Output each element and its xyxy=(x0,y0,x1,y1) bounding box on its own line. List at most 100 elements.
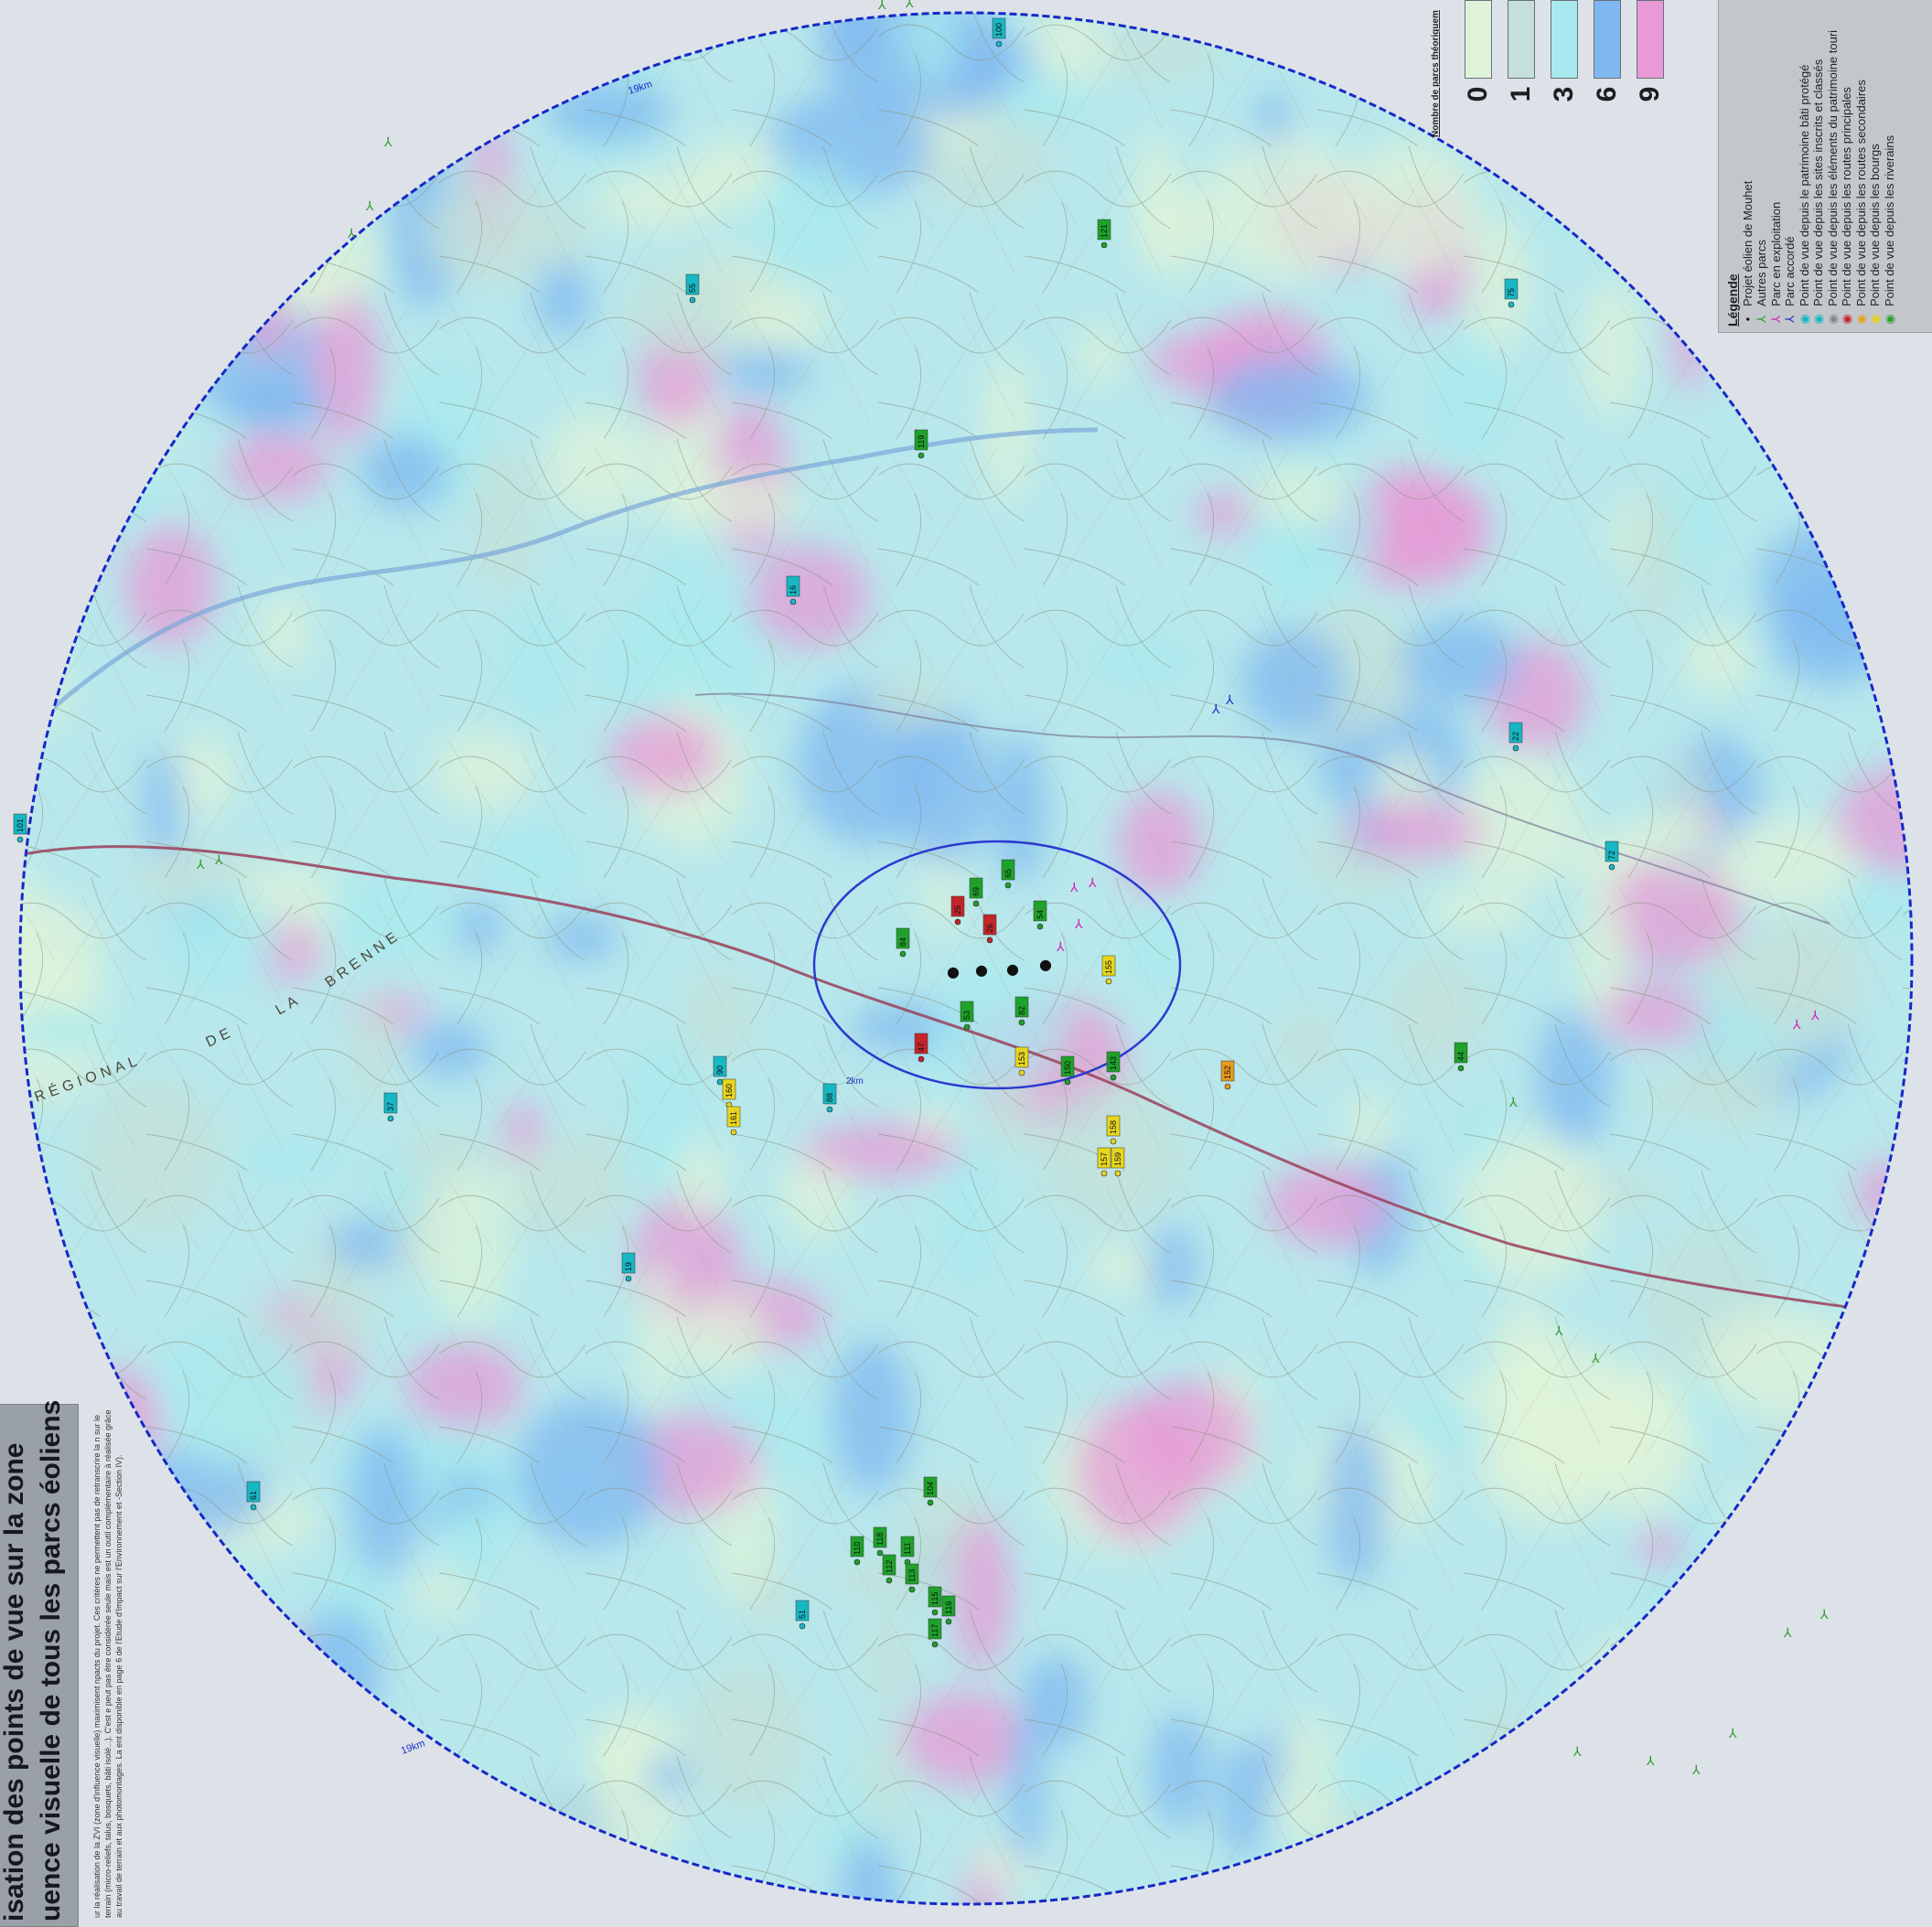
viewpoint-marker[interactable]: 55 xyxy=(685,273,700,304)
viewpoint-marker[interactable]: 113 xyxy=(905,1563,919,1593)
viewpoint-label: 37 xyxy=(386,1102,395,1111)
viewpoint-marker[interactable]: 161 xyxy=(726,1106,741,1136)
viewpoint-box xyxy=(1097,219,1111,241)
viewpoint-marker[interactable]: 88 xyxy=(822,1083,837,1113)
legend-item: ◉ Point de vue depuis les riverains xyxy=(1883,30,1897,327)
viewpoint-marker[interactable]: 158 xyxy=(1106,1115,1121,1145)
legend-panel: Légende • Projet éolien de Mouhet ⅄ Autres … xyxy=(1718,0,1932,333)
turbine-icon: ⅄ xyxy=(1225,693,1234,708)
viewpoint-marker[interactable]: 54 xyxy=(1033,900,1047,930)
legend-item: ◉ Point de vue depuis les éléments du pat… xyxy=(1826,30,1841,327)
viewpoint-marker[interactable]: 75 xyxy=(1504,278,1519,308)
turbine-icon: ⅄ xyxy=(1508,1096,1518,1110)
viewpoint-marker[interactable]: 19 xyxy=(621,1252,636,1282)
viewpoint-label: 61 xyxy=(249,1491,258,1500)
viewpoint-marker[interactable]: 121 xyxy=(1097,219,1111,249)
viewpoint-label: 69 xyxy=(971,887,981,896)
viewpoint-marker[interactable]: 118 xyxy=(873,1526,887,1557)
viewpoint-box xyxy=(1504,278,1519,300)
scale-class: 1 xyxy=(1503,0,1540,110)
viewpoint-dot-icon xyxy=(730,1129,737,1136)
viewpoint-marker[interactable]: 115 xyxy=(928,1586,942,1616)
viewpoint-marker[interactable]: 44 xyxy=(1454,1042,1468,1072)
legend-item: ⅄ Parc en exploitation xyxy=(1769,30,1784,327)
viewpoint-dot-icon xyxy=(931,1609,939,1616)
viewpoint-label: 55 xyxy=(688,284,697,293)
viewpoint-dot-icon xyxy=(1100,241,1108,249)
viewpoint-marker[interactable]: 69 xyxy=(969,877,983,907)
viewpoint-marker[interactable]: 53 xyxy=(960,1001,974,1031)
viewpoint-box xyxy=(822,1083,837,1105)
viewpoint-marker[interactable]: 110 xyxy=(850,1536,864,1566)
legend-symbol-icon: ⅄ xyxy=(1768,316,1783,323)
viewpoint-marker[interactable]: 111 xyxy=(900,1536,915,1566)
viewpoint-label: 117 xyxy=(930,1624,939,1637)
scale-swatch xyxy=(1594,0,1621,79)
legend-item: ⅄ Autres parcs xyxy=(1755,30,1769,327)
viewpoint-dot-icon xyxy=(625,1275,632,1282)
viewpoint-marker[interactable]: 22 xyxy=(1508,722,1523,752)
viewpoint-label: 119 xyxy=(917,435,926,448)
viewpoint-label: 118 xyxy=(875,1533,885,1546)
viewpoint-marker[interactable]: 119 xyxy=(914,429,928,459)
viewpoint-marker[interactable]: 155 xyxy=(1101,955,1116,985)
viewpoint-label: 44 xyxy=(1456,1052,1465,1061)
viewpoint-marker[interactable]: 47 xyxy=(914,1033,928,1063)
viewpoint-marker[interactable]: 160 xyxy=(722,1078,736,1108)
turbine-icon: ⅄ xyxy=(196,858,205,873)
viewpoint-label: 152 xyxy=(1223,1065,1232,1079)
viewpoint-label: 110 xyxy=(853,1542,862,1555)
viewpoint-marker[interactable]: 90 xyxy=(713,1055,727,1086)
viewpoint-marker[interactable]: 101 xyxy=(13,813,27,843)
viewpoint-label: 25 xyxy=(953,905,962,915)
viewpoint-marker[interactable]: 16 xyxy=(786,575,800,605)
viewpoint-box xyxy=(1605,840,1619,862)
viewpoint-marker[interactable]: 51 xyxy=(795,1600,810,1630)
viewpoint-marker[interactable]: 84 xyxy=(896,927,910,958)
turbine-icon: ⅄ xyxy=(1554,1324,1563,1339)
viewpoint-marker[interactable]: 157 xyxy=(1097,1147,1111,1177)
viewpoint-box xyxy=(928,1586,942,1608)
legend-item-label: Point de vue depuis les sites inscrits e… xyxy=(1811,59,1825,306)
turbine-icon: ⅄ xyxy=(877,0,886,13)
viewpoint-marker[interactable]: 159 xyxy=(1111,1147,1125,1177)
viewpoint-marker[interactable]: 25 xyxy=(950,895,965,926)
scale-swatch xyxy=(1508,0,1535,79)
viewpoint-dot-icon xyxy=(250,1504,257,1511)
turbine-icon: ⅄ xyxy=(1819,1608,1829,1622)
viewpoint-dot-icon xyxy=(799,1622,806,1630)
viewpoint-marker[interactable]: 65 xyxy=(1001,859,1015,889)
viewpoint-marker[interactable]: 104 xyxy=(923,1476,938,1506)
viewpoint-marker[interactable]: 72 xyxy=(1605,840,1619,871)
viewpoint-label: 47 xyxy=(917,1043,926,1052)
legend-item-label: Parc accordé xyxy=(1783,236,1797,306)
viewpoint-marker[interactable]: 82 xyxy=(1014,996,1029,1026)
scale-class: 0 xyxy=(1460,0,1497,110)
viewpoint-marker[interactable]: 117 xyxy=(928,1618,942,1648)
viewpoint-marker[interactable]: 143 xyxy=(1106,1051,1121,1081)
viewpoint-dot-icon xyxy=(954,918,961,926)
viewpoint-marker[interactable]: 150 xyxy=(1060,1055,1075,1086)
viewpoint-dot-icon xyxy=(1004,882,1012,889)
viewpoint-marker[interactable]: 61 xyxy=(246,1481,261,1511)
viewpoint-marker[interactable]: 152 xyxy=(1220,1060,1235,1090)
viewpoint-marker[interactable]: 100 xyxy=(992,17,1006,48)
viewpoint-marker[interactable]: 37 xyxy=(383,1092,398,1122)
viewpoint-box xyxy=(246,1481,261,1503)
legend-item-label: Projet éolien de Mouhet xyxy=(1740,180,1755,306)
viewpoint-marker[interactable]: 153 xyxy=(1014,1046,1029,1076)
turbine-icon: ⅄ xyxy=(365,199,374,214)
viewpoint-label: 153 xyxy=(1017,1052,1026,1065)
viewpoint-marker[interactable]: 26 xyxy=(982,914,997,944)
viewpoint-marker[interactable]: 116 xyxy=(941,1595,956,1625)
legend-item: ⅄ Parc accordé xyxy=(1783,30,1798,327)
viewpoint-marker[interactable]: 112 xyxy=(882,1554,896,1584)
viewpoint-label: 150 xyxy=(1063,1061,1072,1075)
turbine-icon: ⅄ xyxy=(1792,1018,1801,1033)
viewpoint-label: 19 xyxy=(624,1262,633,1271)
viewpoint-box xyxy=(900,1536,915,1558)
viewpoint-label: 82 xyxy=(1017,1006,1026,1015)
viewpoint-dot-icon xyxy=(972,900,980,907)
